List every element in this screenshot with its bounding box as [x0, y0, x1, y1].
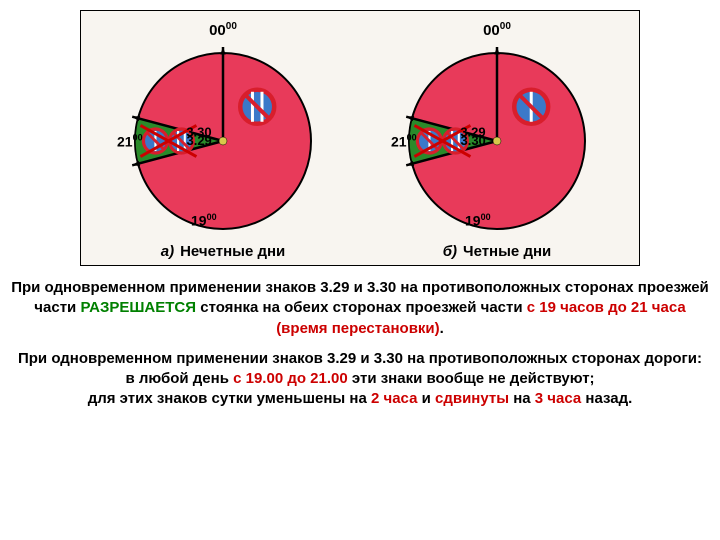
time-top-left: 0000: [123, 21, 323, 39]
time-21-right: 2100: [391, 133, 417, 150]
svg-text:3.30: 3.30: [460, 133, 485, 148]
diagram-container: 0000 2100 3.303.29 1900 а)Нечетные дни 0…: [80, 10, 640, 266]
time-top-right: 0000: [397, 21, 597, 39]
time-19-left: 1900: [191, 212, 217, 229]
paragraph-1: При одновременном применении знаков 3.29…: [10, 278, 710, 339]
right-clock: 2100 3.293.30 1900: [397, 41, 597, 241]
svg-text:3.29: 3.29: [186, 133, 211, 148]
caption-left: а)Нечетные дни: [123, 243, 323, 260]
left-clock: 2100 3.303.29 1900: [123, 41, 323, 241]
paragraph-2: При одновременном применении знаков 3.29…: [10, 349, 710, 410]
explanation-text: При одновременном применении знаков 3.29…: [10, 278, 710, 410]
caption-right: б)Четные дни: [397, 243, 597, 260]
time-19-right: 1900: [465, 212, 491, 229]
time-21-left: 2100: [117, 133, 143, 150]
left-clock-block: 0000 2100 3.303.29 1900 а)Нечетные дни: [123, 21, 323, 260]
right-clock-block: 0000 2100 3.293.30 1900 б)Четные дни: [397, 21, 597, 260]
